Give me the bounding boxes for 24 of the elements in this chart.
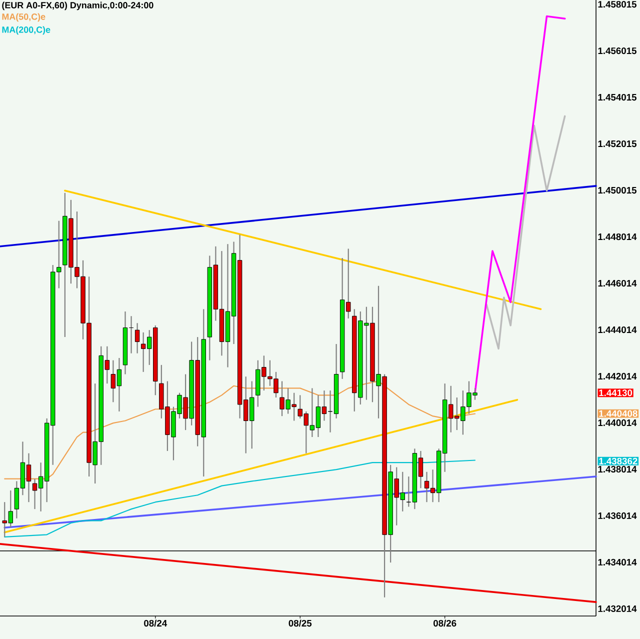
y-tick-label: 1.432014: [598, 605, 637, 612]
text: MA(200,C)e: [2, 26, 50, 35]
y-tick-label: 1.444014: [598, 326, 637, 334]
y-tick-label: 1.458015: [598, 0, 636, 8]
y-tick-label: 1.456015: [598, 47, 636, 54]
x-tick-label: 08/24: [144, 620, 168, 627]
x-tick-label: 08/25: [288, 620, 312, 627]
y-tick-label: 1.452015: [598, 140, 636, 148]
y-tick-label: 1.450015: [598, 186, 636, 194]
candlestick: [134, 322, 140, 354]
y-tick-label: 1.442014: [598, 372, 637, 380]
y-tick-label: 1.446014: [598, 280, 637, 287]
y-tick-label: 1.440408: [599, 410, 638, 417]
y-tick-label: 1.436014: [598, 512, 637, 520]
y-tick-label: 1.434014: [598, 558, 637, 566]
y-tick-label: 1.438014: [598, 466, 637, 473]
y-tick-label: 1.438362: [599, 458, 638, 464]
y-tick-label: 1.44130: [599, 390, 632, 396]
x-tick-label: 08/26: [434, 620, 456, 627]
y-tick-label: 1.448014: [598, 233, 637, 240]
text: MA(50,C)e: [2, 13, 46, 22]
chart-title: (EUR A0-FX,60) Dynamic,0:00-24:00: [2, 2, 154, 10]
y-tick-label: 1.454015: [598, 94, 636, 101]
y-tick-label: 1.440014: [598, 419, 637, 426]
